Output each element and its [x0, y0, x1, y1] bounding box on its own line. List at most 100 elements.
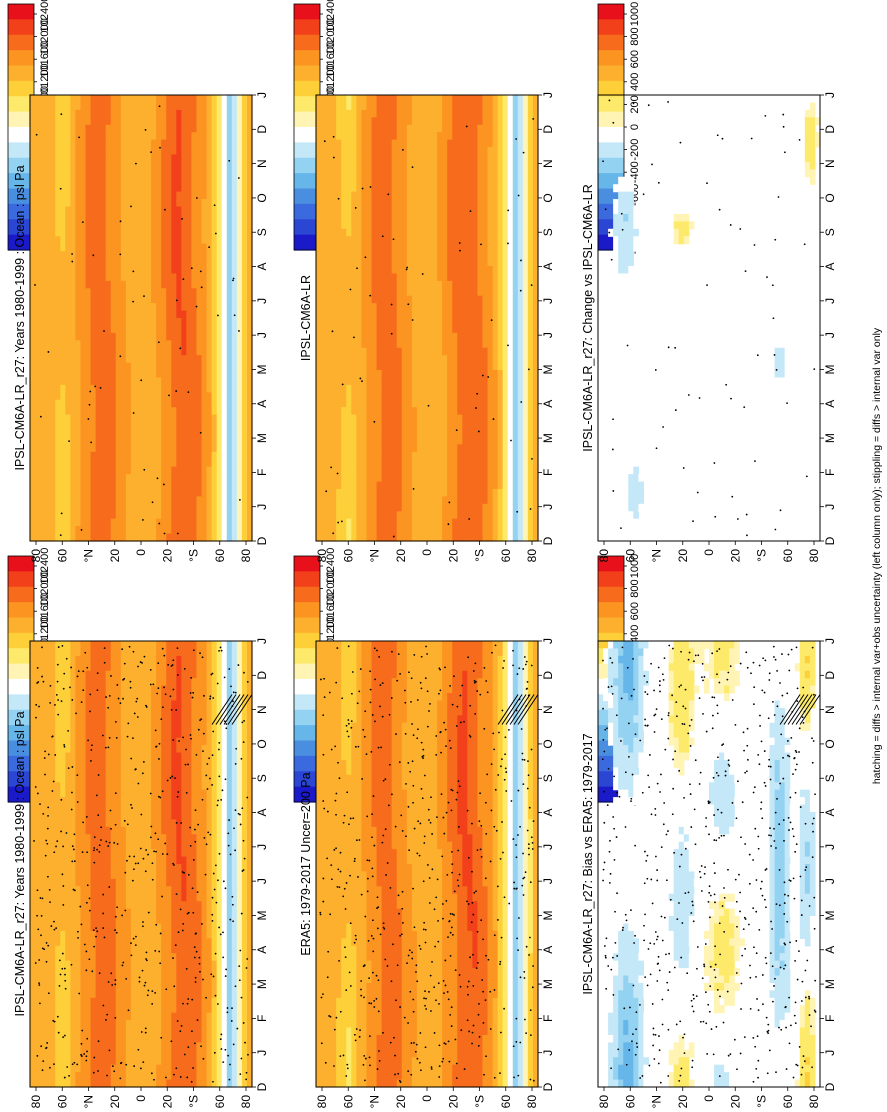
heatmap-cell: [226, 864, 233, 873]
heatmap-cell: [171, 856, 177, 865]
heatmap-cell: [30, 908, 36, 917]
heatmap-cell: [90, 990, 97, 999]
heatmap-cell: [141, 782, 147, 791]
heatmap-cell: [346, 655, 352, 664]
heatmap-cell: [447, 797, 453, 806]
heatmap-cell: [176, 819, 182, 828]
heatmap-cell: [141, 1020, 147, 1029]
stipple-dot: [125, 1063, 128, 1066]
heatmap-cell: [35, 841, 41, 850]
heatmap-cell: [85, 1012, 92, 1021]
heatmap-cell: [447, 700, 453, 709]
heatmap-cell: [221, 685, 228, 694]
heatmap-cell: [411, 655, 418, 664]
heatmap-cell: [35, 1079, 41, 1088]
heatmap-cell: [176, 982, 182, 991]
heatmap-cell: [406, 752, 413, 761]
heatmap-cell: [241, 982, 248, 991]
heatmap-cell: [125, 834, 132, 843]
heatmap-cell: [356, 834, 363, 843]
heatmap-cell: [125, 782, 132, 791]
heatmap-cell: [341, 693, 347, 702]
heatmap-cell: [176, 655, 182, 664]
heatmap-cell: [146, 930, 152, 939]
heatmap-cell: [356, 715, 363, 724]
heatmap-cell: [105, 789, 112, 798]
heatmap-cell: [336, 923, 342, 932]
heatmap-cell: [206, 1034, 213, 1043]
heatmap-cell: [366, 878, 373, 887]
heatmap-cell: [156, 737, 162, 746]
heatmap-cell: [231, 901, 238, 910]
stipple-dot: [239, 949, 242, 952]
stipple-dot: [161, 706, 164, 709]
heatmap-cell: [125, 789, 132, 798]
stipple-dot: [105, 1019, 107, 1021]
heatmap-cell: [366, 1064, 373, 1073]
heatmap-cell: [416, 1027, 423, 1036]
heatmap-cell: [125, 1027, 132, 1036]
colorbar-swatch: [294, 663, 320, 680]
heatmap-cell: [386, 930, 393, 939]
heatmap-cell: [406, 1057, 413, 1066]
heatmap-cell: [211, 945, 218, 954]
heatmap-cell: [236, 1057, 243, 1066]
heatmap-cell: [105, 737, 112, 746]
hatch-line: [211, 694, 233, 725]
heatmap-cell: [316, 871, 322, 880]
heatmap-cell: [421, 1020, 428, 1029]
heatmap-cell: [336, 886, 342, 895]
stipple-dot: [214, 994, 217, 997]
heatmap-cell: [135, 641, 142, 650]
heatmap-cell: [447, 923, 453, 932]
heatmap-cell: [226, 789, 233, 798]
stipple-dot: [62, 904, 65, 906]
stipple-dot: [55, 927, 58, 929]
heatmap-cell: [452, 670, 458, 679]
heatmap-cell: [246, 663, 253, 672]
heatmap-cell: [70, 804, 77, 813]
stipple-dot: [119, 702, 122, 705]
heatmap-cell: [236, 752, 243, 761]
heatmap-cell: [211, 871, 218, 880]
heatmap-cell: [40, 737, 46, 746]
heatmap-cell: [120, 663, 127, 672]
heatmap-cell: [226, 1079, 233, 1088]
stipple-dot: [161, 895, 163, 898]
stipple-dot: [42, 812, 45, 815]
heatmap-cell: [416, 774, 423, 783]
heatmap-cell: [421, 648, 428, 657]
month-tick-label: J: [255, 844, 269, 850]
heatmap-cell: [186, 826, 193, 835]
heatmap-cell: [100, 678, 107, 687]
heatmap-cell: [146, 1079, 152, 1088]
heatmap-cell: [236, 715, 243, 724]
heatmap-cell: [95, 1027, 102, 1036]
heatmap-cell: [442, 782, 448, 791]
stipple-dot: [157, 795, 160, 798]
heatmap-cell: [191, 819, 198, 828]
heatmap-cell: [221, 782, 228, 791]
heatmap-cell: [386, 871, 393, 880]
heatmap-cell: [401, 871, 408, 880]
heatmap-cell: [115, 648, 122, 657]
heatmap-cell: [231, 655, 238, 664]
heatmap-cell: [151, 886, 157, 895]
heatmap-cell: [341, 685, 347, 694]
heatmap-cell: [326, 700, 332, 709]
heatmap-cell: [231, 841, 238, 850]
stipple-dot: [45, 942, 48, 944]
heatmap-cell: [80, 916, 87, 925]
heatmap-cell: [75, 655, 82, 664]
heatmap-cell: [371, 767, 378, 776]
heatmap-cell: [361, 908, 368, 917]
colorbar-swatch: [294, 755, 320, 772]
heatmap-cell: [361, 641, 368, 650]
heatmap-cell: [196, 841, 203, 850]
heatmap-cell: [75, 953, 82, 962]
heatmap-cell: [85, 641, 92, 650]
heatmap-cell: [336, 938, 342, 947]
colorbar-swatch: [8, 679, 34, 695]
heatmap-cell: [246, 678, 253, 687]
stipple-dot: [86, 1037, 89, 1040]
